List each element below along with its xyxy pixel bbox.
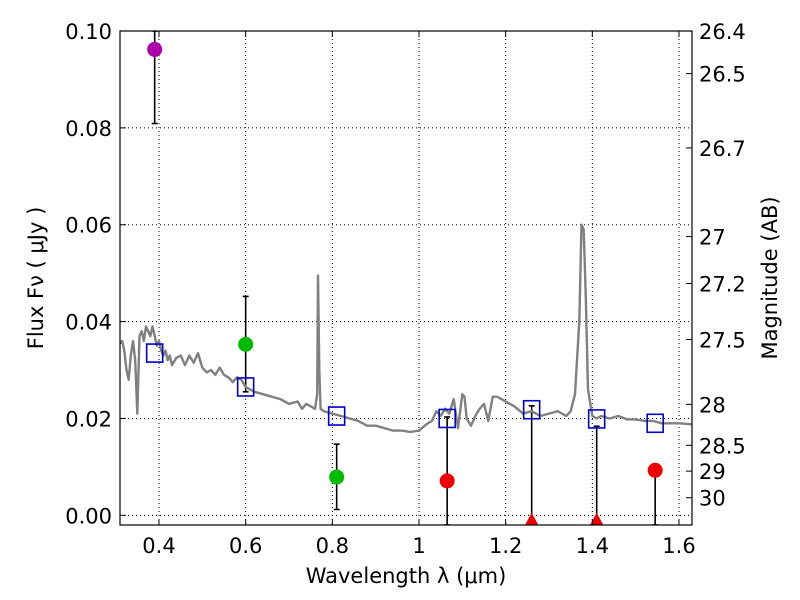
x-tick-label: 0.4	[142, 534, 175, 558]
y2-tick-label: 26.7	[699, 137, 746, 161]
y-tick-label: 0.02	[65, 407, 112, 431]
y2-tick-label: 28	[699, 393, 726, 417]
y2-tick-label: 29	[699, 460, 726, 484]
x-tick-label: 1.2	[489, 534, 522, 558]
model-photometry-point	[327, 406, 346, 426]
plot-frame	[119, 30, 693, 526]
observed-point	[439, 473, 455, 489]
plot-background	[120, 31, 692, 525]
upper-limit-marker	[525, 512, 539, 525]
y2-tick-label: 30	[699, 487, 726, 511]
model-photometry-point	[145, 343, 164, 363]
x-tick-label: 0.6	[229, 534, 262, 558]
x-tick-label: 1	[412, 534, 425, 558]
model-photometry-point	[438, 408, 456, 429]
observed-point	[238, 336, 254, 352]
axis-ticks: 0.4 0.6 0.8 1 1.2 1.4 1.6 0.00 0.02 0.04 0.06 0.08 0…	[65, 20, 746, 558]
y-tick-label: 0.08	[65, 117, 112, 141]
x-tick-label: 1.6	[662, 534, 695, 558]
y-tick-label: 0.00	[65, 504, 112, 528]
model-photometry-point	[522, 399, 541, 420]
model-photometry-point	[587, 409, 606, 429]
observed-point	[647, 462, 663, 478]
y2-axis-title: Magnitude (AB)	[758, 196, 782, 359]
y2-tick-label: 28.5	[699, 434, 746, 458]
y-axis-title: Flux Fν ( μJy )	[24, 207, 48, 350]
x-tick-label: 1.4	[576, 534, 609, 558]
y2-tick-label: 27.2	[699, 273, 746, 297]
y2-tick-label: 27	[699, 226, 726, 250]
model-photometry-point	[646, 413, 664, 434]
upper-limit-marker	[590, 512, 604, 525]
y-tick-label: 0.10	[65, 20, 112, 44]
sed-model-line	[120, 223, 692, 434]
x-axis-title: Wavelength λ (μm)	[306, 564, 507, 588]
y-tick-label: 0.06	[65, 214, 112, 238]
x-tick-label: 0.8	[316, 534, 349, 558]
y2-tick-label: 26.5	[699, 63, 746, 87]
model-photometry-point	[236, 377, 255, 397]
data-marks	[120, 31, 692, 525]
y2-tick-label: 26.4	[699, 20, 746, 44]
observed-point	[147, 41, 163, 57]
y-tick-label: 0.04	[65, 311, 112, 335]
y2-tick-label: 27.5	[699, 328, 746, 352]
observed-point	[329, 469, 345, 485]
